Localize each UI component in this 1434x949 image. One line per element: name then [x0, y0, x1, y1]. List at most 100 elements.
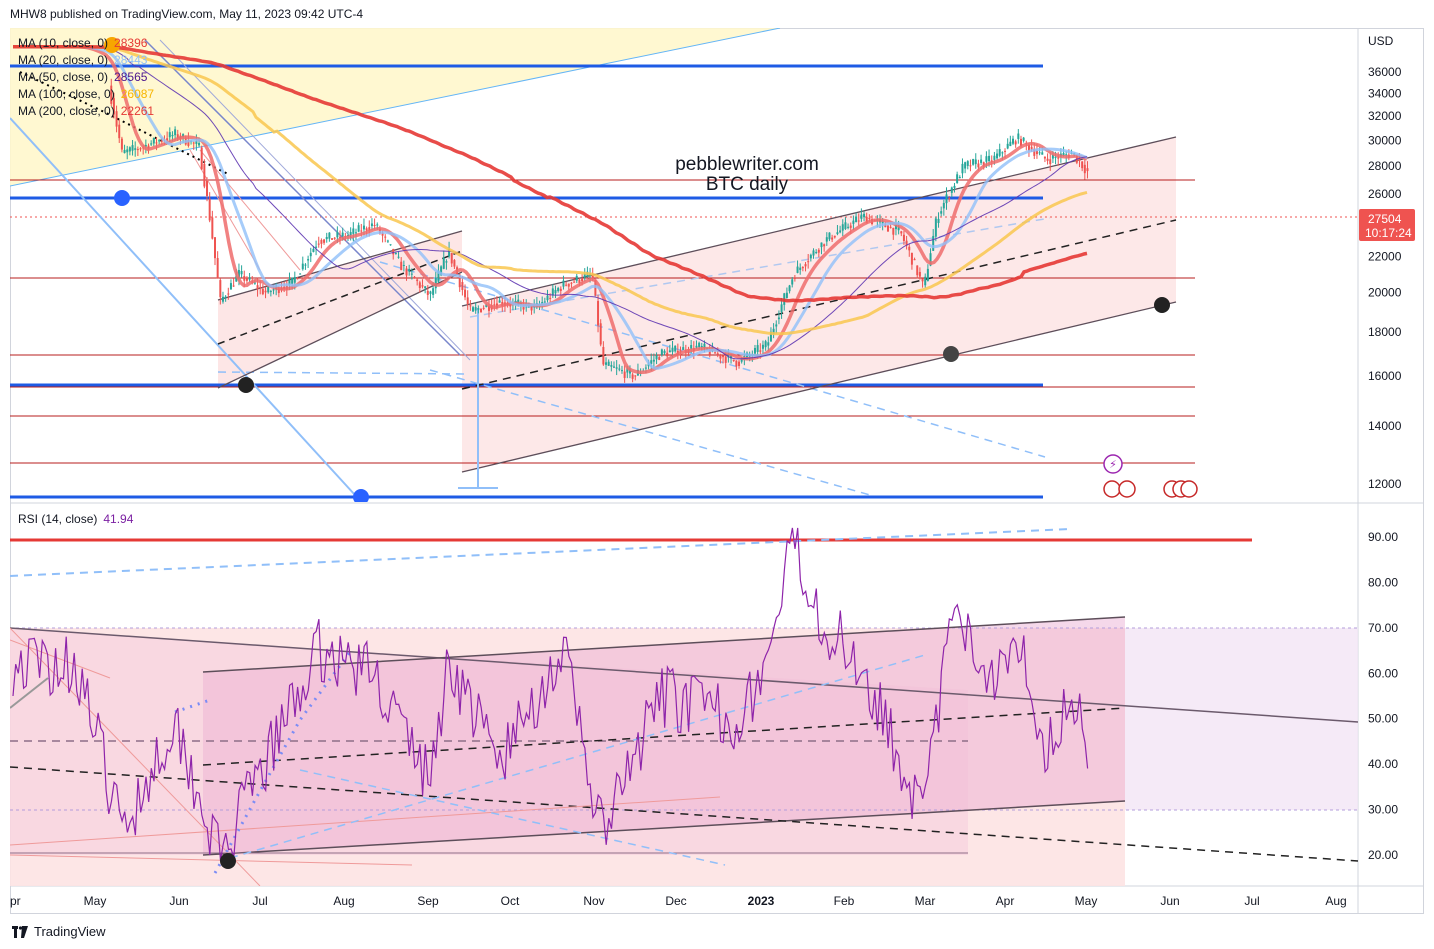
marker-blue[interactable]	[114, 190, 130, 206]
candle-body	[195, 141, 198, 144]
candle-body	[1012, 138, 1015, 144]
candle-body	[690, 345, 693, 349]
price-tick-label: 20000	[1368, 285, 1402, 299]
candle-body	[753, 348, 756, 354]
candle-body	[304, 264, 307, 266]
candle-body	[716, 353, 719, 355]
marker-orange[interactable]	[104, 37, 120, 53]
candle-body	[126, 149, 129, 153]
ma-legend-row[interactable]: MA (20, close, 0) 28443	[18, 52, 154, 69]
candle-body	[323, 239, 326, 243]
candle-body	[998, 149, 1001, 156]
rsi-tick-label: 20.00	[1368, 848, 1398, 862]
time-tick-label: Aug	[1325, 894, 1346, 908]
candle-body	[767, 342, 770, 346]
candle-body	[980, 159, 983, 163]
ma-legend-value: 26087	[120, 87, 155, 101]
candle-body	[1054, 156, 1057, 158]
candle-body	[354, 232, 357, 234]
candle-body	[432, 288, 435, 295]
time-tick-label: Jun	[1160, 894, 1179, 908]
candle-body	[825, 237, 828, 242]
footer-brand[interactable]: TradingView	[12, 924, 106, 939]
candle-body	[272, 289, 275, 291]
trend-line	[159, 39, 471, 361]
ma-legend-value: 28565	[114, 70, 148, 84]
candle-body	[953, 185, 956, 188]
candle-body	[333, 237, 336, 239]
candle-body	[581, 278, 584, 282]
candle-body	[221, 296, 224, 302]
candle-body	[429, 291, 432, 294]
candle-body	[833, 235, 836, 238]
candle-body	[1038, 152, 1041, 154]
candle-body	[370, 223, 373, 227]
candle-body	[761, 344, 764, 349]
candle-body	[482, 307, 485, 309]
ma-legend-row[interactable]: MA (200, close, 0) 22261	[18, 103, 154, 120]
candle-body	[480, 308, 483, 313]
marker-black[interactable]	[943, 346, 959, 362]
marker-black[interactable]	[238, 377, 254, 393]
candle-body	[573, 281, 576, 283]
time-tick-label: Nov	[583, 894, 604, 908]
price-axis[interactable]: 3600034000320003000028000260002400022000…	[1368, 65, 1402, 491]
candle-body	[259, 287, 262, 289]
candle-body	[926, 268, 929, 281]
candle-body	[522, 305, 525, 310]
candle-body	[368, 227, 371, 231]
candle-body	[812, 250, 815, 256]
candle-body	[384, 236, 387, 238]
price-tick-label: 22000	[1368, 250, 1402, 264]
marker-black[interactable]	[220, 853, 236, 869]
candle-body	[174, 129, 177, 136]
rsi-legend-value: 41.94	[103, 512, 134, 526]
candle-body	[440, 266, 443, 276]
candle-body	[198, 142, 201, 146]
candle-body	[339, 236, 342, 238]
candle-body	[791, 279, 794, 285]
marker-black[interactable]	[1154, 297, 1170, 313]
rsi-legend[interactable]: RSI (14, close) 41.94	[18, 512, 133, 526]
candle-body	[849, 225, 852, 228]
watermark-line2: BTC daily	[706, 174, 789, 195]
rsi-axis[interactable]: 90.00 80.00 70.00 60.00 50.00 40.00 30.00 20.00	[1368, 530, 1398, 862]
price-tick-label: 14000	[1368, 419, 1402, 433]
candle-body	[128, 147, 131, 152]
ma-legend[interactable]: MA (10, close, 0) 28396 MA (20, close, 0) 2…	[18, 35, 154, 120]
time-tick-label: May	[84, 894, 107, 908]
marker-blue[interactable]	[353, 489, 369, 505]
channel-border	[217, 230, 463, 301]
candle-body	[134, 148, 137, 150]
candle-body	[410, 273, 413, 275]
candle-body	[610, 365, 613, 367]
candle-body	[740, 358, 743, 362]
candle-body	[413, 276, 416, 279]
candle-body	[993, 155, 996, 160]
candle-body	[211, 217, 214, 239]
candle-body	[405, 268, 408, 276]
candle-body	[155, 142, 158, 144]
candle-body	[620, 370, 623, 372]
candle-body	[695, 345, 698, 348]
trend-line	[144, 39, 461, 356]
ma20-line	[13, 45, 1088, 370]
candle-body	[317, 243, 320, 245]
candle-body	[591, 274, 594, 280]
ma-legend-row[interactable]: MA (100, close, 0) 26087	[18, 86, 154, 103]
event-icon[interactable]: ⚡	[1103, 454, 1123, 474]
ma-legend-value: 28443	[114, 53, 148, 67]
time-axis[interactable]: pr May Jun Jul Aug Sep Oct Nov Dec 2023 Feb Mar Apr M…	[10, 894, 1347, 908]
candle-body	[434, 277, 437, 289]
ma-legend-row[interactable]: MA (50, close, 0) 28565	[18, 69, 154, 86]
flag-icon[interactable]	[1103, 480, 1198, 498]
candle-body	[559, 288, 562, 291]
price-badge-countdown: 10:17:24	[1365, 226, 1412, 240]
ma-legend-row[interactable]: MA (10, close, 0) 28396	[18, 35, 154, 52]
candle-body	[216, 258, 219, 279]
candle-body	[1046, 158, 1049, 161]
candle-body	[722, 355, 725, 358]
candle-body	[400, 261, 403, 271]
candle-body	[735, 360, 738, 367]
